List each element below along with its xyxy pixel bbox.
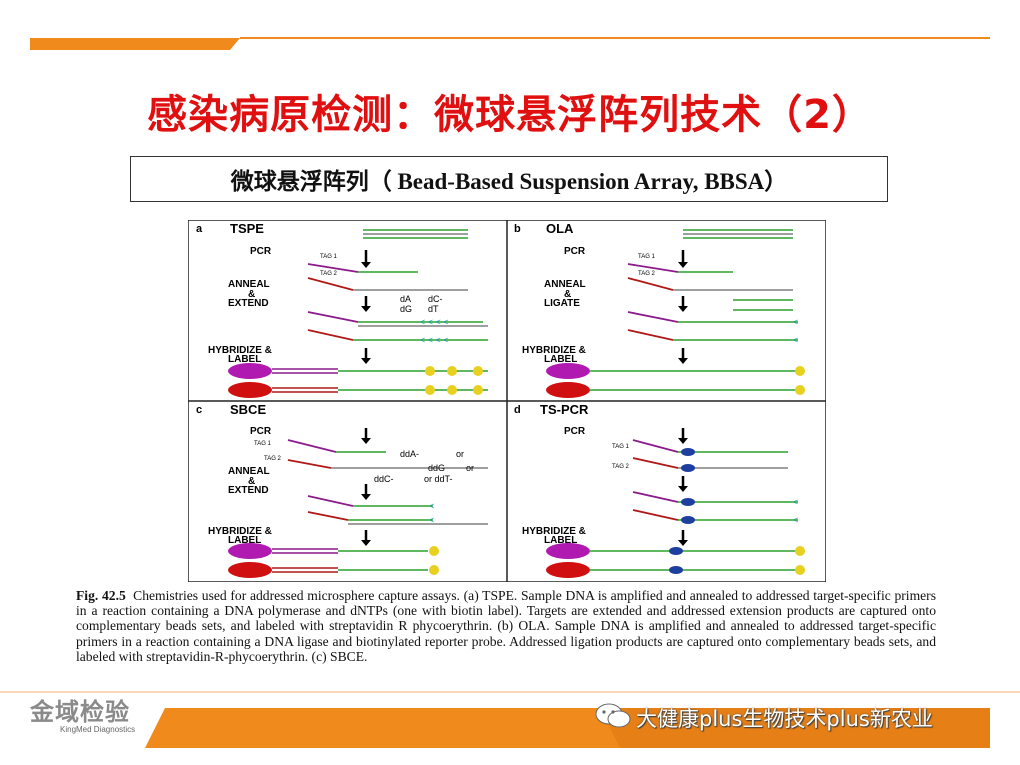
panel-b-step-pcr: PCR <box>564 246 586 257</box>
panel-c-name: SBCE <box>230 402 266 417</box>
svg-text:<: < <box>793 335 798 345</box>
panel-a-name: TSPE <box>230 221 264 236</box>
bottom-accent-bar <box>0 691 1020 748</box>
caption-label: Fig. 42.5 <box>76 588 126 603</box>
panel-b-step-ligate: LIGATE <box>544 298 580 309</box>
panel-b-letter: b <box>514 223 521 235</box>
panel-a-nt-dt: dT <box>428 304 439 314</box>
watermark-text: 大健康plus生物技术plus新农业 <box>636 707 933 731</box>
svg-text:<: < <box>793 317 798 327</box>
svg-text:<: < <box>429 515 434 525</box>
panel-d-tag2: TAG 2 <box>612 464 630 470</box>
panel-a-step-hybridize: HYBRIDIZE & <box>208 345 272 356</box>
panel-a: a TSPE PCR TAG 1 TAG 2 ANNEAL & EXTEND d… <box>196 221 488 398</box>
panel-b-step-amp: & <box>564 289 571 300</box>
svg-text:<: < <box>793 515 798 525</box>
panel-c-nt-ddc: ddC- <box>374 474 394 484</box>
panel-b-name: OLA <box>546 221 574 236</box>
panel-c-letter: c <box>196 404 202 416</box>
panel-d-step-pcr: PCR <box>564 426 586 437</box>
figure-caption: Fig. 42.5 Chemistries used for addressed… <box>76 588 936 664</box>
panel-d-name: TS-PCR <box>540 402 589 417</box>
panel-c-step-amp: & <box>248 476 255 487</box>
svg-text:< < < <: < < < < <box>420 317 449 327</box>
subtitle-text: 微球悬浮阵列（ Bead-Based Suspension Array, BBS… <box>230 169 788 194</box>
panel-c-step-anneal: ANNEAL <box>228 466 270 477</box>
subtitle-box: 微球悬浮阵列（ Bead-Based Suspension Array, BBS… <box>130 156 888 202</box>
panel-c-tag1: TAG 1 <box>254 441 272 447</box>
panel-a-step-anneal: ANNEAL <box>228 279 270 290</box>
slide-title: 感染病原检测：微球悬浮阵列技术（2） <box>147 92 873 138</box>
panel-a-step-extend: EXTEND <box>228 298 269 309</box>
panel-c-step-hybridize: HYBRIDIZE & <box>208 526 272 537</box>
svg-text:<: < <box>429 501 434 511</box>
panel-b-tag1: TAG 1 <box>638 254 656 260</box>
panel-d-step-hybridize: HYBRIDIZE & <box>522 526 586 537</box>
panel-a-step-amp: & <box>248 289 255 300</box>
panel-d-tag1: TAG 1 <box>612 444 630 450</box>
panel-c-nt-dda: ddA- <box>400 449 419 459</box>
panel-a-tag1: TAG 1 <box>320 254 338 260</box>
company-logo-sub: KingMed Diagnostics <box>60 725 136 734</box>
panel-c: c SBCE PCR TAG 1 TAG 2 ddA- or ddG or dd… <box>196 402 488 578</box>
panel-d: d TS-PCR PCR TAG 1 TAG 2 < < HYBRIDIZE &… <box>514 402 805 578</box>
panel-a-nt-dc: dC- <box>428 294 443 304</box>
panel-c-nt-or1: or <box>456 449 464 459</box>
caption-text: Chemistries used for addressed microsphe… <box>76 588 936 664</box>
svg-text:< < < <: < < < < <box>420 335 449 345</box>
panel-c-step-pcr: PCR <box>250 426 272 437</box>
panel-d-step-label: LABEL <box>544 535 577 546</box>
panel-c-step-extend: EXTEND <box>228 485 269 496</box>
panel-d-letter: d <box>514 404 521 416</box>
panel-c-nt-ddg: ddG <box>428 463 445 473</box>
svg-text:<: < <box>793 497 798 507</box>
panel-a-letter: a <box>196 223 203 235</box>
assay-diagram: a TSPE PCR TAG 1 TAG 2 ANNEAL & EXTEND d… <box>188 220 826 582</box>
panel-a-tag2: TAG 2 <box>320 271 338 277</box>
panel-c-nt-or2: or <box>466 463 474 473</box>
panel-b-tag2: TAG 2 <box>638 271 656 277</box>
panel-b: b OLA PCR TAG 1 TAG 2 ANNEAL & LIGATE < … <box>514 221 805 398</box>
company-logo: 金域检验 <box>30 698 130 726</box>
panel-b-step-anneal: ANNEAL <box>544 279 586 290</box>
panel-b-step-label: LABEL <box>544 354 577 365</box>
panel-a-nt-da: dA <box>400 294 411 304</box>
panel-c-step-label: LABEL <box>228 535 261 546</box>
panel-a-step-pcr: PCR <box>250 246 272 257</box>
panel-c-nt-ddt: or ddT- <box>424 474 453 484</box>
panel-c-tag2: TAG 2 <box>264 456 282 462</box>
panel-b-step-hybridize: HYBRIDIZE & <box>522 345 586 356</box>
wechat-icon <box>595 703 631 728</box>
top-accent-bar <box>30 37 990 50</box>
panel-a-nt-dg: dG <box>400 304 412 314</box>
panel-a-step-label: LABEL <box>228 354 261 365</box>
